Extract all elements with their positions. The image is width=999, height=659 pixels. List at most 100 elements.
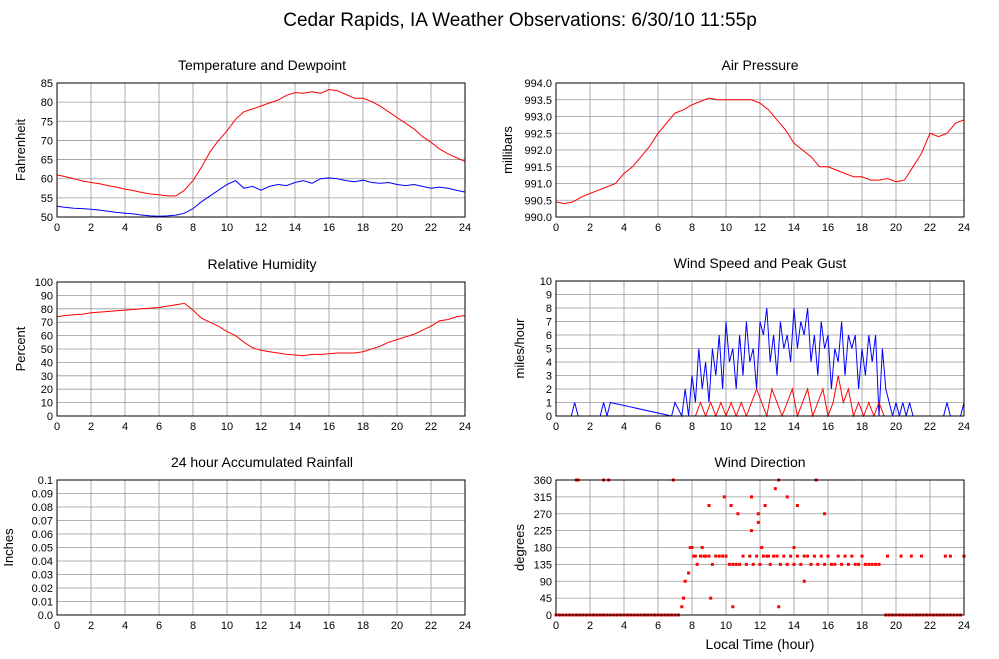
x-tick-label: 0 <box>553 222 559 234</box>
y-tick-label: 0.09 <box>32 489 53 501</box>
data-point <box>886 554 889 558</box>
data-point <box>683 579 687 583</box>
x-tick-label: 6 <box>156 620 162 632</box>
x-tick-label: 4 <box>122 222 128 234</box>
data-point <box>802 579 806 583</box>
x-tick-label: 18 <box>357 421 369 433</box>
data-point <box>768 562 772 566</box>
data-point <box>738 562 742 566</box>
chart-title: Air Pressure <box>721 57 798 73</box>
y-tick-label: 9 <box>546 290 552 302</box>
data-point <box>920 554 923 558</box>
y-tick-label: 360 <box>534 475 552 487</box>
data-point <box>748 554 752 558</box>
y-tick-label: 990.0 <box>524 212 552 224</box>
x-tick-label: 18 <box>856 421 868 433</box>
data-point <box>863 562 867 566</box>
y-tick-label: 65 <box>41 155 53 167</box>
y-tick-label: 5 <box>546 344 552 356</box>
data-point <box>765 554 769 558</box>
x-tick-label: 20 <box>391 620 403 632</box>
data-point <box>948 554 952 558</box>
x-tick-label: 22 <box>425 421 437 433</box>
y-axis-label: degrees <box>512 524 527 571</box>
data-point <box>727 562 731 566</box>
data-point <box>877 562 881 566</box>
chart-title: Wind Direction <box>714 454 805 470</box>
x-tick-label: 14 <box>289 222 301 234</box>
chart-title: Relative Humidity <box>208 256 317 272</box>
x-tick-label: 4 <box>621 620 627 632</box>
y-tick-label: 8 <box>546 303 552 315</box>
x-tick-label: 16 <box>323 222 335 234</box>
y-tick-label: 55 <box>41 193 53 205</box>
y-tick-label: 30 <box>41 371 53 383</box>
data-point <box>819 554 823 558</box>
data-point <box>816 562 820 566</box>
chart-title: Temperature and Dewpoint <box>178 57 346 73</box>
plot-frame <box>555 479 965 616</box>
data-point <box>741 554 745 558</box>
data-point <box>846 562 850 566</box>
data-point <box>758 562 762 566</box>
x-tick-label: 2 <box>587 222 593 234</box>
page-title: Cedar Rapids, IA Weather Observations: 6… <box>283 10 757 31</box>
y-tick-label: 270 <box>534 509 552 521</box>
data-point <box>767 554 770 558</box>
y-tick-label: 85 <box>41 78 53 90</box>
data-point <box>785 495 789 499</box>
x-tick-label: 16 <box>822 421 834 433</box>
data-point <box>802 554 806 558</box>
x-tick-label: 8 <box>190 421 196 433</box>
y-tick-label: 90 <box>41 290 53 302</box>
data-point <box>709 596 713 600</box>
x-tick-label: 4 <box>621 222 627 234</box>
data-point <box>840 562 844 566</box>
data-point <box>756 512 760 516</box>
x-tick-label: 16 <box>323 421 335 433</box>
y-tick-label: 50 <box>41 212 53 224</box>
y-tick-label: 991.0 <box>524 179 552 191</box>
x-tick-label: 20 <box>890 421 902 433</box>
data-point <box>751 562 755 566</box>
data-point <box>731 605 735 609</box>
data-point <box>777 605 781 609</box>
x-tick-label: 10 <box>221 620 233 632</box>
y-tick-label: 1 <box>546 398 552 410</box>
y-tick-label: 0.03 <box>32 570 53 582</box>
x-tick-label: 18 <box>357 620 369 632</box>
x-tick-label: 24 <box>958 421 970 433</box>
x-tick-label: 18 <box>856 620 868 632</box>
x-tick-label: 24 <box>958 620 970 632</box>
y-tick-label: 0.0 <box>38 610 53 622</box>
y-tick-label: 6 <box>546 330 552 342</box>
data-point <box>823 562 827 566</box>
x-tick-label: 0 <box>54 222 60 234</box>
data-point <box>692 554 696 558</box>
data-point <box>680 605 684 609</box>
series-line <box>555 97 965 205</box>
x-tick-label: 14 <box>788 222 800 234</box>
x-tick-label: 8 <box>689 222 695 234</box>
data-point <box>736 512 740 516</box>
data-point <box>782 554 786 558</box>
x-tick-label: 4 <box>621 421 627 433</box>
data-point <box>833 562 837 566</box>
x-tick-label: 22 <box>924 421 936 433</box>
x-tick-label: 8 <box>190 620 196 632</box>
data-point <box>812 554 816 558</box>
data-point <box>836 554 840 558</box>
x-tick-label: 20 <box>391 421 403 433</box>
x-tick-label: 18 <box>357 222 369 234</box>
data-point <box>850 554 854 558</box>
x-tick-label: 8 <box>689 620 695 632</box>
data-point <box>734 562 738 566</box>
data-point <box>760 546 764 549</box>
data-point <box>724 554 728 558</box>
y-tick-label: 10 <box>41 398 53 410</box>
x-tick-label: 22 <box>425 620 437 632</box>
